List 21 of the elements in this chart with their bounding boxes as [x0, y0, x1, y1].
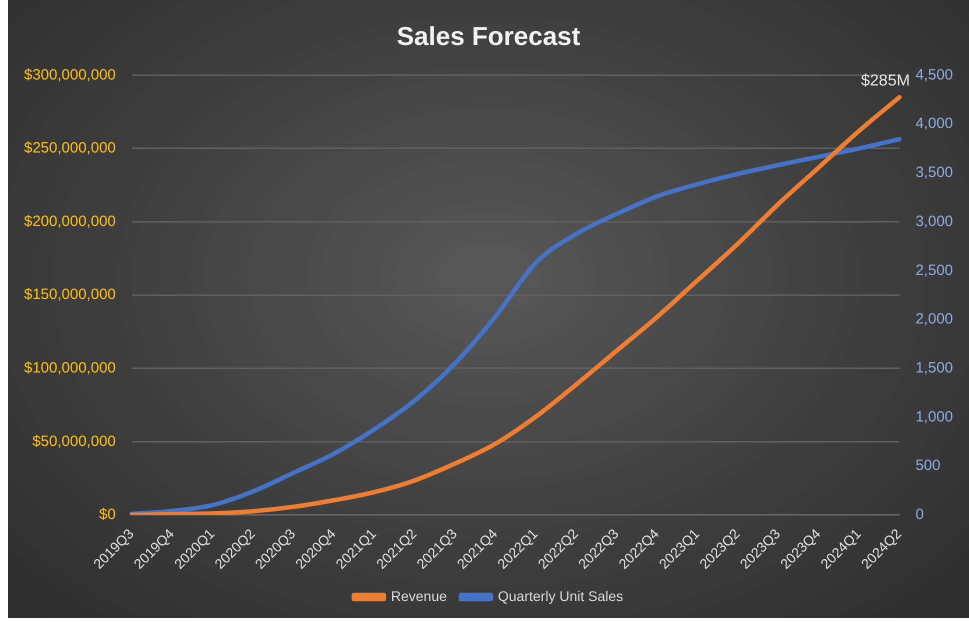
y2-tick-label: 2,500	[915, 262, 954, 279]
y2-tick-label: 0	[915, 506, 924, 524]
y-tick-label: $50,000,000	[32, 432, 116, 450]
y2-tick-label: 1,000	[915, 408, 954, 426]
y2-tick-label: 4,500	[915, 66, 954, 84]
annotation: $285M	[861, 72, 910, 90]
legend-label: Quarterly Unit Sales	[498, 588, 624, 604]
y2-tick-label: 1,500	[915, 359, 954, 376]
y2-tick-label: 2,000	[915, 310, 954, 328]
chart-title: Sales Forecast	[396, 20, 581, 51]
y-tick-label: $200,000,000	[24, 212, 116, 230]
y2-tick-label: 3,000	[915, 212, 954, 230]
legend-label: Revenue	[390, 588, 448, 604]
y2-tick-label: 3,500	[915, 164, 954, 182]
y-tick-label: $0	[99, 506, 116, 524]
y-tick-label: $300,000,000	[24, 66, 116, 84]
y-tick-label: $150,000,000	[24, 286, 116, 304]
y-tick-label: $100,000,000	[24, 359, 116, 376]
y2-tick-label: 4,000	[915, 115, 954, 132]
y-tick-label: $250,000,000	[24, 140, 116, 157]
y2-tick-label: 500	[915, 457, 940, 474]
